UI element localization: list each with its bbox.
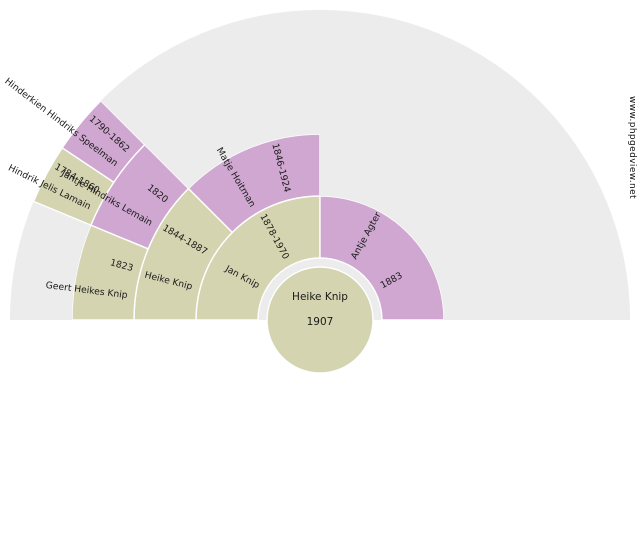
fan-segment-empty xyxy=(414,33,493,114)
fan-segment-empty xyxy=(391,90,496,189)
wedge-layer xyxy=(10,10,630,550)
fan-segment-empty xyxy=(457,62,540,145)
fan-segment-empty xyxy=(144,90,249,189)
fan-segment-empty xyxy=(495,100,578,183)
fan-segment-empty xyxy=(147,33,226,114)
fan-segment-empty xyxy=(15,201,91,272)
fan-segment-empty xyxy=(225,72,320,149)
center-person-dates: 1907 xyxy=(307,316,334,328)
fan-segment-empty xyxy=(491,225,568,320)
fan-segment-empty xyxy=(320,72,415,149)
fan-segment-empty xyxy=(100,62,183,145)
center-person[interactable]: Heike Knip 1907 xyxy=(266,266,374,374)
fan-segment-empty xyxy=(451,144,550,249)
fan-bottom-notch xyxy=(212,320,428,550)
fan-segment-empty xyxy=(526,147,607,226)
fan-segment-empty xyxy=(320,10,381,77)
fan-segment-empty xyxy=(368,15,439,91)
center-circle[interactable] xyxy=(266,266,374,374)
fan-segment-empty xyxy=(549,201,625,272)
watermark-label: www.phpgedview.net xyxy=(627,96,637,199)
fan-segment-empty xyxy=(563,259,630,320)
fan-segment-empty xyxy=(407,188,506,320)
fan-segment-empty xyxy=(201,15,272,91)
center-person-name: Heike Knip xyxy=(292,291,348,303)
fan-segment-empty xyxy=(10,259,77,320)
fan-segment-empty xyxy=(320,134,452,233)
fan-segment-empty xyxy=(259,10,320,77)
